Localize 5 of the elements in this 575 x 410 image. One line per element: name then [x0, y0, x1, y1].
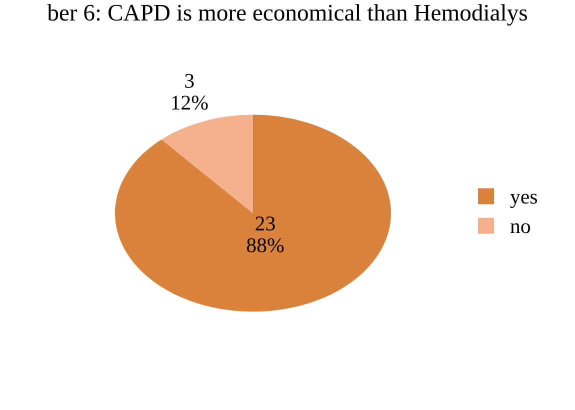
chart-title: ber 6: CAPD is more economical than Hemodialys: [47, 4, 527, 26]
legend-label: no: [510, 223, 530, 234]
data-label: 3 12%: [172, 74, 208, 110]
data-label: 23 88%: [246, 216, 284, 252]
legend-label: yes: [510, 194, 538, 208]
